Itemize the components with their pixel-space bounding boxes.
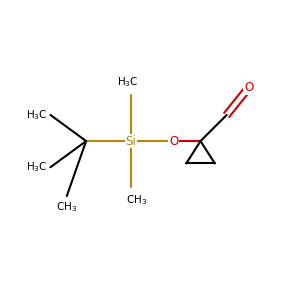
Text: CH$_3$: CH$_3$ (56, 200, 77, 214)
Text: Si: Si (125, 135, 136, 148)
Text: O: O (244, 81, 253, 94)
Text: CH$_3$: CH$_3$ (126, 193, 147, 207)
Text: H$_3$C: H$_3$C (26, 108, 47, 122)
Text: H$_3$C: H$_3$C (117, 75, 139, 89)
Text: H$_3$C: H$_3$C (26, 160, 47, 174)
Text: O: O (169, 135, 178, 148)
